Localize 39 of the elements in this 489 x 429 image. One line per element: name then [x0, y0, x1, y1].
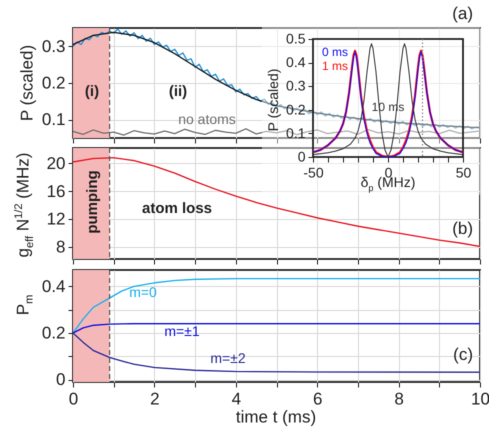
series-label: 0 ms [322, 45, 348, 59]
y-tick-label: 8 [56, 238, 66, 257]
y-tick-label: 0.2 [42, 74, 66, 92]
band-label: pumping [84, 170, 101, 234]
x-tick-label: 4 [232, 390, 242, 408]
series-label: 1 ms [322, 59, 348, 73]
annotation: atom loss [142, 200, 212, 217]
y-tick-label: 0.4 [286, 54, 306, 70]
y-tick-label: 0.1 [42, 110, 66, 130]
x-tick-label: 2 [150, 390, 160, 408]
text: (b) [452, 219, 473, 238]
y-axis-title: P (scaled) [18, 44, 36, 122]
annotation: (ii) [168, 83, 188, 100]
y-axis-title: P (scaled) [265, 68, 281, 132]
x-tick-label: 10 [471, 390, 489, 408]
y-tick-label: 0.2 [42, 324, 66, 342]
y-tick-label: 0.5 [286, 30, 306, 46]
text: (c) [453, 345, 473, 364]
y-tick-label: 0 [56, 370, 66, 390]
y-tick-label: 16 [46, 182, 66, 201]
x-tick-label: -50 [303, 164, 324, 180]
y-tick-label: 0.4 [42, 276, 66, 296]
x-tick-label: 50 [456, 164, 472, 180]
x-axis-title: time t (ms) [236, 408, 316, 426]
series-label: m=±1 [164, 323, 200, 339]
series-label: m=0 [129, 284, 158, 300]
x-tick-label: 6 [312, 390, 322, 408]
series-label: no atoms [178, 111, 236, 127]
y-tick-label: 12 [46, 210, 66, 229]
y-tick-label: 0.3 [42, 36, 66, 56]
x-tick-label: 0 [68, 390, 78, 408]
chart-title: (a) [452, 4, 473, 23]
y-tick-label: 20 [46, 154, 66, 173]
y-tick-label: 0.3 [286, 78, 306, 94]
series-label: m=±2 [210, 350, 246, 366]
x-tick-label: 8 [394, 390, 404, 408]
band-label: (i) [84, 83, 100, 100]
y-tick-label: 0.1 [286, 124, 306, 141]
y-tick-label: 0 [298, 148, 306, 164]
